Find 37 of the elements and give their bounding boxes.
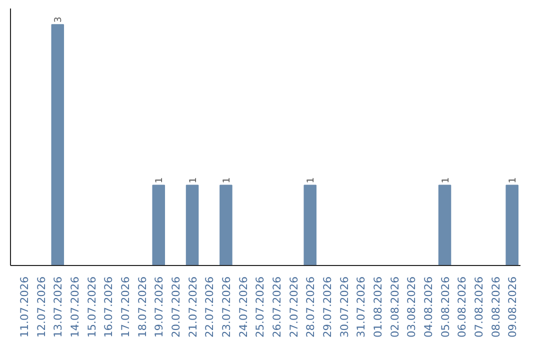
x-tick-label: 18.07.2026 <box>136 276 149 338</box>
x-tick-label: 13.07.2026 <box>52 276 65 338</box>
x-tick-label: 20.07.2026 <box>169 276 182 338</box>
x-tick-label: 08.08.2026 <box>489 276 502 338</box>
x-tick-label: 09.08.2026 <box>506 276 520 338</box>
x-tick-label: 16.07.2026 <box>102 276 116 338</box>
x-tick-label: 23.07.2026 <box>220 276 233 338</box>
x-tick-label: 11.07.2026 <box>18 276 31 338</box>
x-tick-label: 17.07.2026 <box>118 276 132 338</box>
data-label: 1 <box>154 177 166 184</box>
x-tick-label: 15.07.2026 <box>85 276 98 338</box>
x-tick-label: 24.07.2026 <box>236 276 250 338</box>
x-tick-label: 31.07.2026 <box>354 276 368 338</box>
x-tick-label: 02.08.2026 <box>388 276 402 338</box>
x-tick-label: 26.07.2026 <box>270 276 284 338</box>
x-tick-label: 21.07.2026 <box>186 276 200 338</box>
x-tick-label: 05.08.2026 <box>438 276 452 338</box>
x-tick-label: 30.07.2026 <box>338 276 351 338</box>
data-label: 1 <box>440 177 452 184</box>
data-label: 1 <box>221 177 232 184</box>
data-label: 1 <box>188 177 199 184</box>
x-tick-label: 19.07.2026 <box>152 276 166 338</box>
x-tick-label: 27.07.2026 <box>287 276 300 338</box>
x-tick-label: 06.08.2026 <box>456 276 469 338</box>
data-label: 1 <box>508 177 519 184</box>
data-label: 3 <box>53 16 64 23</box>
x-tick-label: 22.07.2026 <box>203 276 216 338</box>
x-tick-label: 29.07.2026 <box>320 276 334 338</box>
x-tick-label: 14.07.2026 <box>68 276 82 338</box>
x-tick-label: 12.07.2026 <box>34 276 48 338</box>
x-tick-label: 07.08.2026 <box>472 276 486 338</box>
x-tick-label: 04.08.2026 <box>422 276 435 338</box>
x-tick-label: 03.08.2026 <box>405 276 418 338</box>
x-tick-label: 25.07.2026 <box>254 276 267 338</box>
x-tick-label: 28.07.2026 <box>304 276 318 338</box>
x-tick-label: 01.08.2026 <box>371 276 384 338</box>
data-label: 1 <box>306 177 317 184</box>
